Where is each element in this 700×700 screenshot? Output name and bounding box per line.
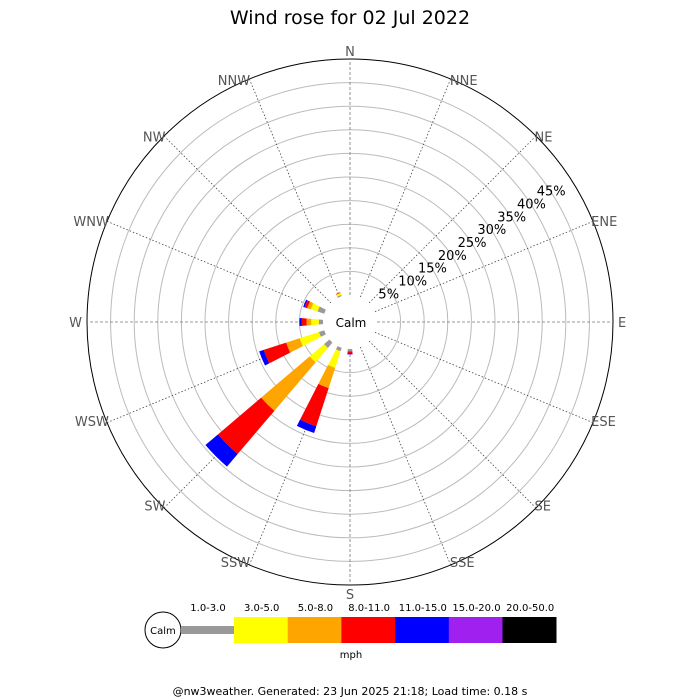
legend-bin-label: 5.0-8.0 <box>298 603 333 614</box>
bar-s-15.0-20.0 <box>347 354 353 355</box>
bar-ssw-1.0-3.0 <box>335 346 342 352</box>
spoke-nw <box>163 135 332 304</box>
bar-s-8.0-11.0 <box>347 351 353 354</box>
spoke-sse <box>359 346 452 566</box>
grid-ring <box>228 200 472 444</box>
chart-title: Wind rose for 02 Jul 2022 <box>230 7 470 29</box>
radial-tick-label: 30% <box>477 223 506 238</box>
bar-w-11.0-15.0 <box>299 317 302 327</box>
spoke-ene <box>374 220 594 313</box>
bar-wsw-11.0-15.0 <box>259 349 270 366</box>
legend-swatch-6 <box>502 617 557 643</box>
calm-circle <box>323 295 377 349</box>
calm-center: Calm <box>323 295 377 349</box>
bar-s-11.0-15.0 <box>347 353 353 355</box>
bar-wnw-8.0-11.0 <box>304 300 310 309</box>
direction-label-se: SE <box>535 500 551 515</box>
legend-bin-label: 8.0-11.0 <box>348 603 390 614</box>
bar-w-5.0-8.0 <box>306 318 312 326</box>
bar-ssw-3.0-5.0 <box>328 349 341 368</box>
bar-nnw-1.0-3.0 <box>337 294 342 298</box>
radial-tick-label: 15% <box>418 262 447 277</box>
direction-label-e: E <box>618 316 626 331</box>
bar-wsw-3.0-5.0 <box>299 332 321 347</box>
bar-nnw-3.0-5.0 <box>336 293 342 297</box>
legend-bin-label: 15.0-20.0 <box>452 603 500 614</box>
legend-swatch-0 <box>181 626 234 634</box>
bar-sw-5.0-8.0 <box>261 356 316 411</box>
bar-nnw-8.0-11.0 <box>335 292 341 295</box>
polar-grid <box>86 58 614 586</box>
direction-label-ese: ESE <box>591 415 616 430</box>
bar-sw-3.0-5.0 <box>309 344 328 363</box>
speed-legend: Calm mph 1.0-3.0 3.0-5.0 5.0-8.0 8.0-11.0 11… <box>144 603 557 661</box>
bar-sw-1.0-3.0 <box>324 339 333 348</box>
bar-wnw-1.0-3.0 <box>317 306 326 314</box>
radial-tick-label: 35% <box>497 210 526 225</box>
bar-ssw-11.0-15.0 <box>296 419 317 434</box>
direction-label-wnw: WNW <box>73 215 109 230</box>
footer-text: @nw3weather. Generated: 23 Jun 2025 21:1… <box>173 685 528 698</box>
legend-bin-label: 20.0-50.0 <box>506 603 554 614</box>
legend-bin-label: 1.0-3.0 <box>190 603 225 614</box>
bar-nnw-5.0-8.0 <box>335 292 341 296</box>
radial-tick-label: 25% <box>458 236 487 251</box>
legend-swatch-5 <box>448 617 503 643</box>
legend-swatch-3 <box>341 617 396 643</box>
bar-wsw-1.0-3.0 <box>318 330 326 337</box>
radial-tick-label: 40% <box>517 197 546 212</box>
direction-label-sw: SW <box>144 500 165 515</box>
bar-wnw-11.0-15.0 <box>303 299 308 308</box>
radial-tick-label: 5% <box>378 287 399 302</box>
spoke-ne <box>368 135 537 304</box>
spoke-nnw <box>248 78 341 298</box>
spoke-se <box>368 340 537 509</box>
bar-ssw-5.0-8.0 <box>318 364 336 389</box>
bar-s-1.0-3.0 <box>347 348 353 352</box>
radial-tick-label: 45% <box>537 185 566 200</box>
legend-bin-label: 3.0-5.0 <box>244 603 279 614</box>
direction-label-wsw: WSW <box>75 415 109 430</box>
bar-wnw-3.0-5.0 <box>310 303 320 312</box>
calm-label: Calm <box>336 316 367 330</box>
legend-swatch-1 <box>234 617 288 643</box>
bar-wsw-8.0-11.0 <box>263 342 291 364</box>
direction-label-nnw: NNW <box>218 74 250 89</box>
legend-bin-label: 11.0-15.0 <box>399 603 447 614</box>
direction-label-nne: NNE <box>450 74 478 89</box>
legend-unit: mph <box>340 650 362 661</box>
direction-label-ene: ENE <box>591 215 617 230</box>
wind-bars <box>205 292 353 467</box>
bar-sw-11.0-15.0 <box>205 434 238 467</box>
spoke-ese <box>374 331 594 424</box>
bar-w-1.0-3.0 <box>318 319 324 325</box>
direction-label-sse: SSE <box>450 556 475 571</box>
bar-wsw-5.0-8.0 <box>286 338 303 353</box>
bar-wnw-5.0-8.0 <box>307 301 314 310</box>
direction-label-ne: NE <box>535 130 553 145</box>
direction-labels: N NNE NE ENE E ESE SE SSE S SSW SW WSW W WNW NW NNW 5%10… <box>69 45 626 603</box>
bar-w-3.0-5.0 <box>311 318 319 326</box>
bar-ssw-8.0-11.0 <box>300 383 329 427</box>
bar-w-8.0-11.0 <box>301 318 307 326</box>
direction-label-s: S <box>346 588 354 603</box>
spoke-wnw <box>106 220 326 313</box>
legend-calm-label: Calm <box>150 626 176 637</box>
legend-swatch-2 <box>287 617 342 643</box>
direction-label-n: N <box>345 45 355 60</box>
bar-sw-8.0-11.0 <box>218 397 275 454</box>
radial-tick-label: 20% <box>438 249 467 264</box>
legend-swatch-4 <box>395 617 450 643</box>
direction-label-w: W <box>69 316 82 331</box>
spoke-nne <box>359 78 452 298</box>
direction-label-ssw: SSW <box>221 556 251 571</box>
radial-tick-label: 10% <box>398 275 427 290</box>
grid-ring <box>133 105 567 539</box>
direction-label-nw: NW <box>143 130 166 145</box>
